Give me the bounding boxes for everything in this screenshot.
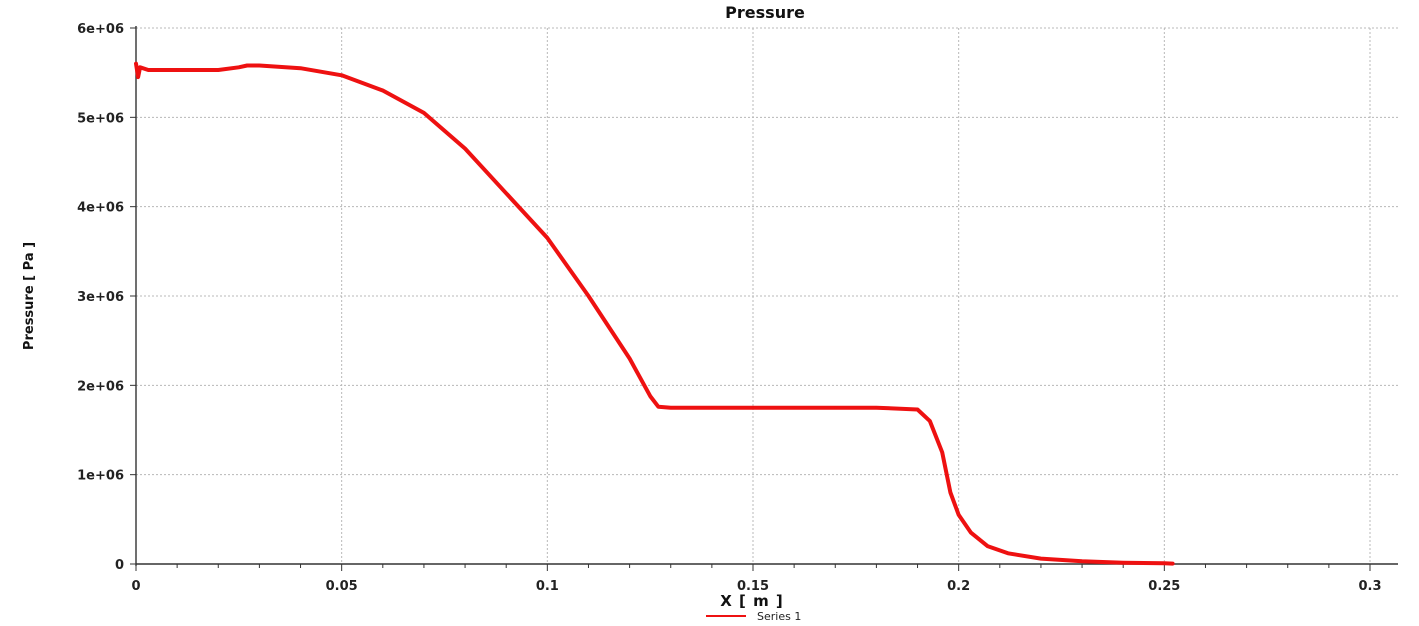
y-tick-label: 1e+06 — [77, 469, 124, 484]
data-point — [175, 68, 179, 72]
chart-title: Pressure — [725, 3, 805, 22]
data-point — [1039, 557, 1043, 560]
data-point — [916, 408, 919, 411]
y-tick-label: 0 — [115, 558, 124, 573]
grid-lines — [136, 27, 1398, 564]
x-tick-label: 0.3 — [1358, 579, 1381, 594]
data-point — [1163, 562, 1166, 565]
data-point — [258, 64, 261, 67]
data-point — [463, 147, 467, 150]
x-tick-label: 0.05 — [326, 579, 358, 594]
data-point — [505, 192, 508, 195]
data-point — [340, 74, 343, 77]
x-tick-label: 0.25 — [1148, 579, 1180, 594]
data-point — [1006, 552, 1010, 555]
data-point — [957, 513, 960, 517]
data-point — [1171, 562, 1174, 565]
data-point — [381, 89, 384, 92]
data-point — [969, 531, 973, 534]
data-point — [1080, 560, 1084, 563]
y-axis-label: Pressure [ Pa ] — [22, 242, 37, 350]
legend: Series 1 — [706, 610, 801, 623]
data-point — [245, 64, 249, 67]
data-point — [422, 111, 426, 115]
series-line — [134, 61, 1175, 566]
data-point — [237, 66, 241, 69]
tick-labels: 0 0.05 0.1 0.15 0.2 0.25 0.3 0 1e+06 2e+06 3e+06 4e… — [77, 22, 1381, 594]
y-tick-label: 4e+06 — [77, 201, 124, 216]
data-point — [986, 544, 989, 548]
x-tick-label: 0.2 — [947, 579, 970, 594]
data-point — [710, 406, 714, 409]
data-point — [147, 68, 150, 72]
data-point — [941, 451, 944, 454]
data-point — [546, 236, 549, 240]
x-tick-label: 0 — [131, 579, 140, 594]
data-point — [587, 294, 590, 298]
y-tick-label: 5e+06 — [77, 111, 124, 126]
data-point — [134, 62, 138, 65]
data-point — [1122, 561, 1125, 564]
x-tick-label: 0.15 — [737, 579, 769, 594]
data-point — [648, 394, 652, 398]
series-layer — [134, 61, 1175, 566]
y-tick-label: 6e+06 — [77, 22, 124, 37]
y-tick-label: 2e+06 — [77, 379, 124, 394]
data-point — [792, 406, 796, 409]
data-point — [751, 406, 755, 409]
data-point — [875, 406, 878, 409]
data-point — [928, 419, 932, 423]
x-axis-label: X [ m ] — [720, 592, 784, 610]
data-point — [138, 66, 142, 69]
data-point — [299, 67, 302, 70]
data-point — [834, 406, 837, 409]
data-point — [949, 491, 952, 494]
data-point — [136, 75, 140, 79]
data-point — [669, 406, 672, 409]
data-point — [217, 68, 220, 72]
data-point — [657, 405, 660, 408]
axes — [130, 26, 1398, 571]
y-tick-label: 3e+06 — [77, 290, 124, 305]
legend-label-series-1: Series 1 — [757, 610, 801, 623]
data-point — [628, 357, 631, 360]
x-tick-label: 0.1 — [536, 579, 559, 594]
